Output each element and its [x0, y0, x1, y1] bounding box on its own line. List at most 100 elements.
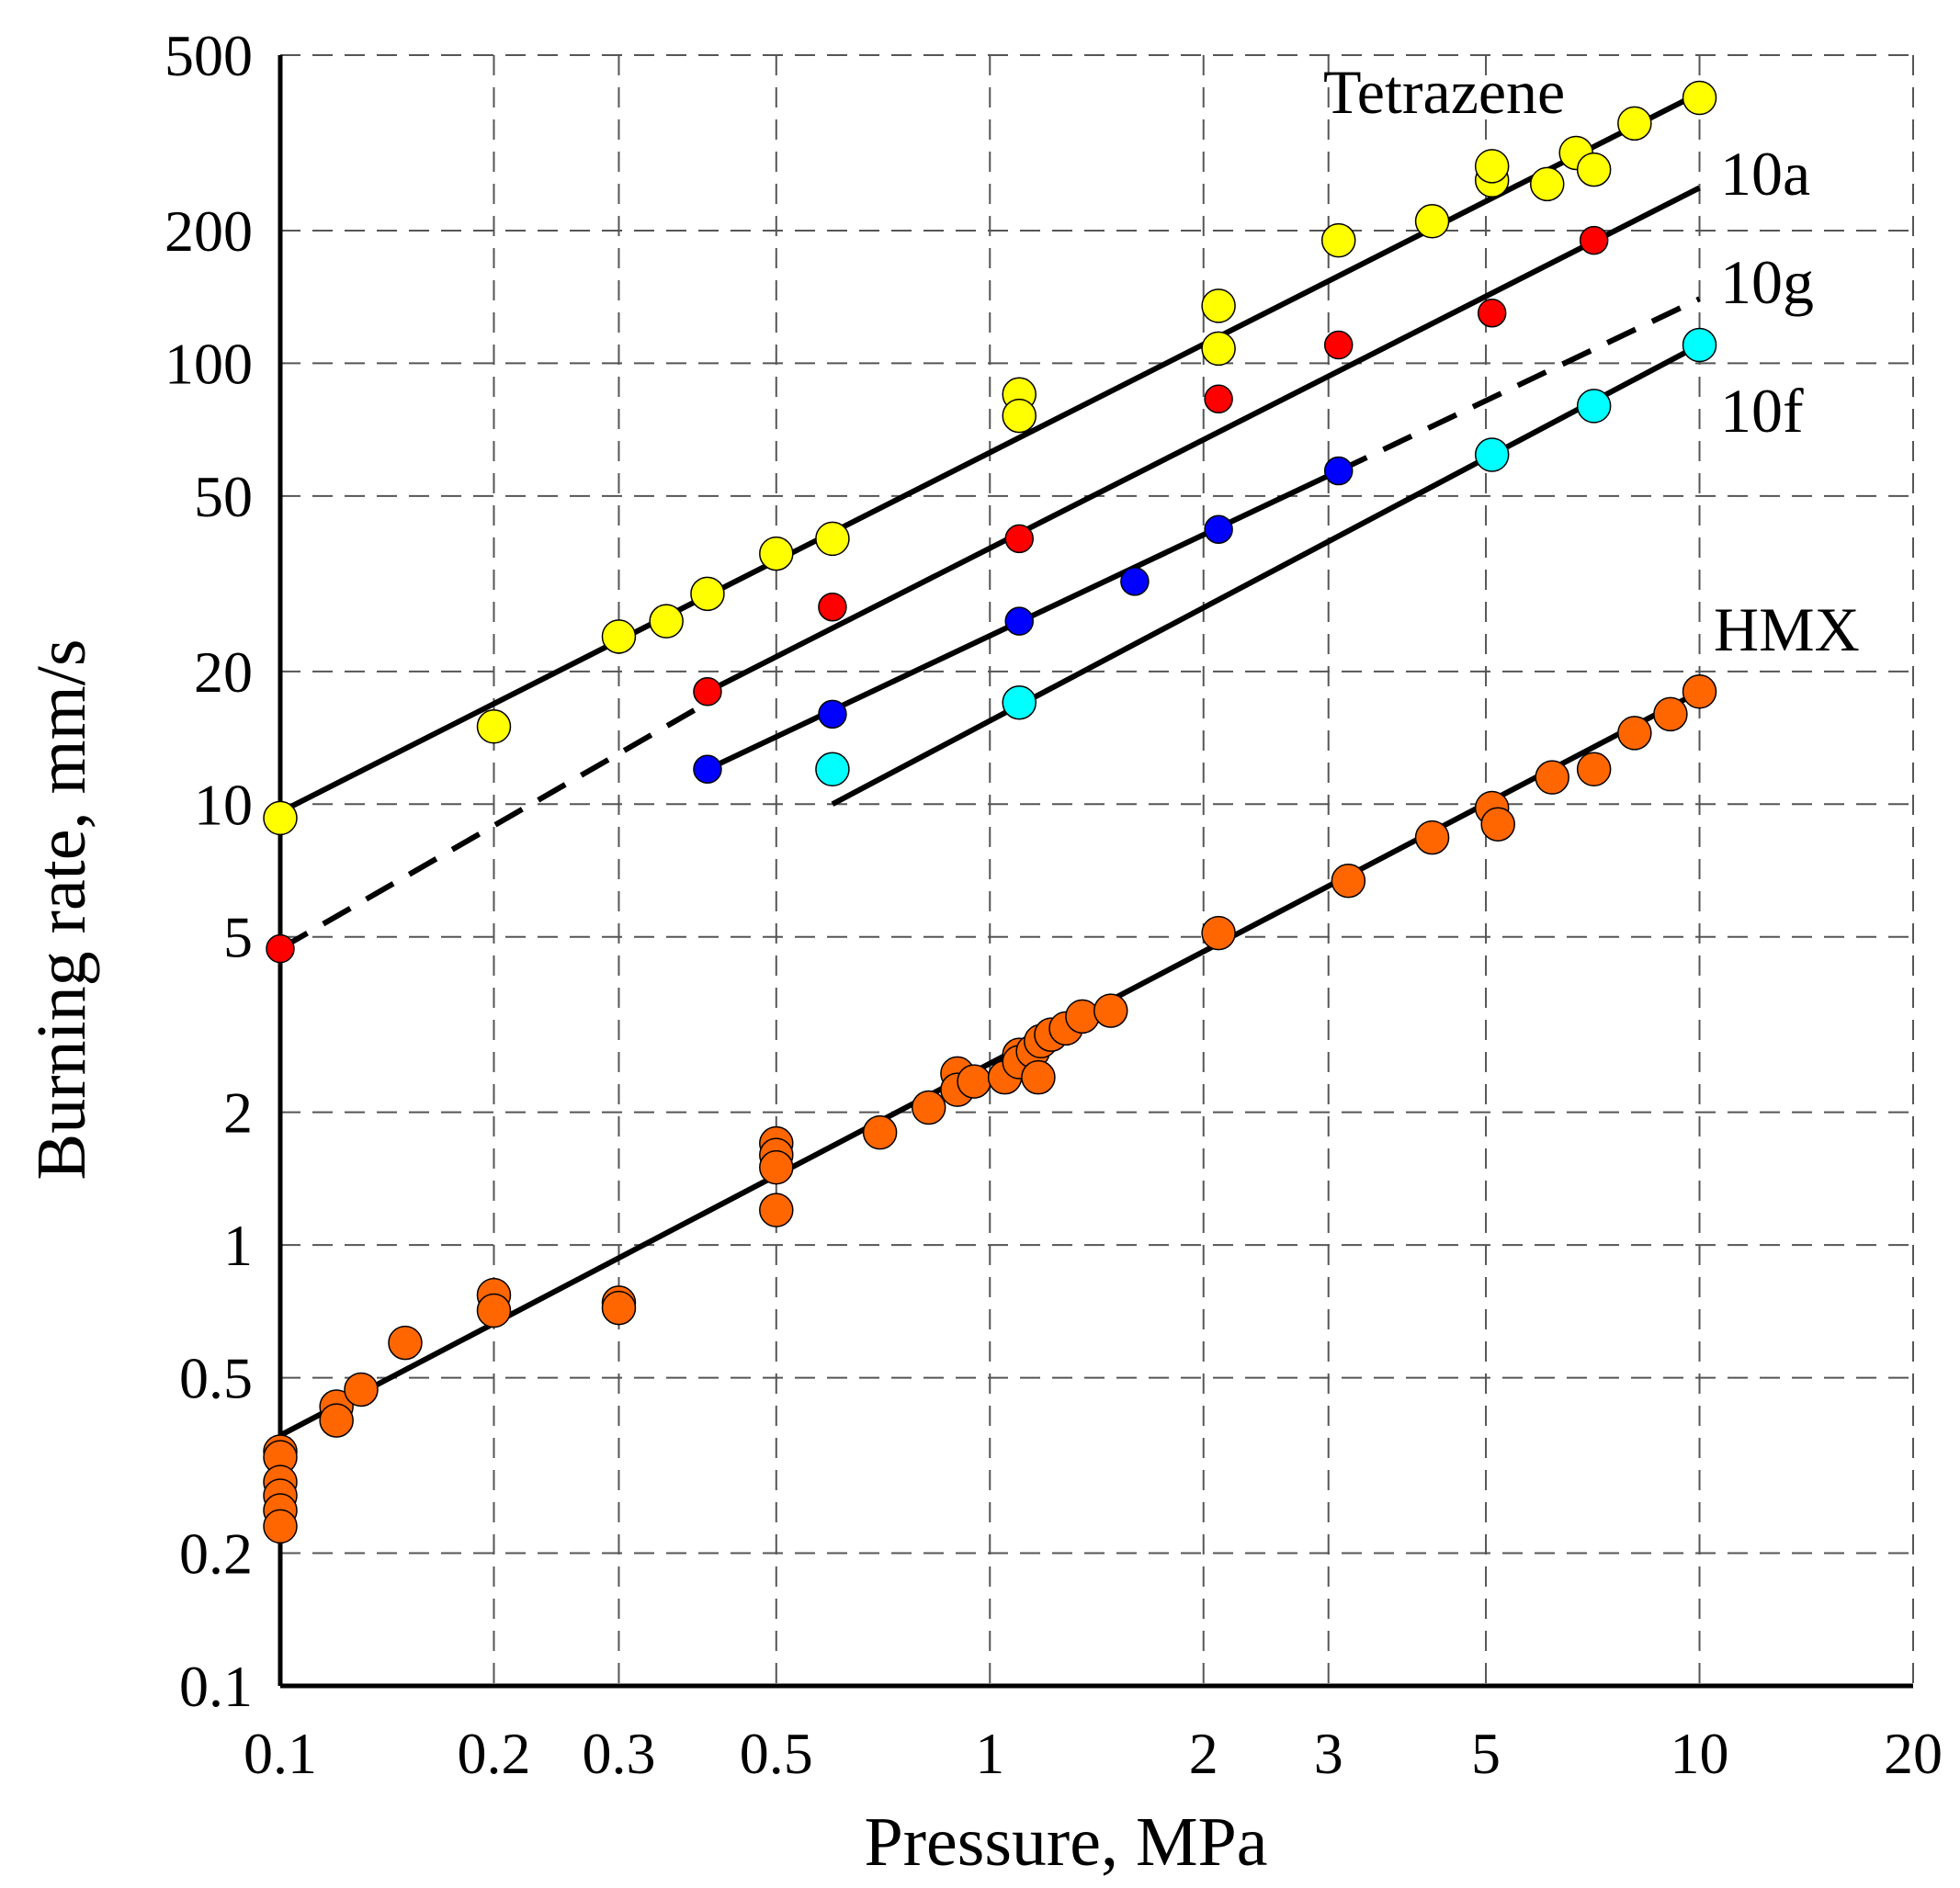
series-label-10f: 10f [1720, 376, 1804, 446]
data-point-10a [1323, 330, 1354, 360]
data-point-hmx [1065, 999, 1100, 1034]
data-point-tetrazene [1320, 222, 1356, 258]
data-point-10f [815, 752, 850, 787]
x-tick-label: 20 [1884, 1721, 1943, 1786]
data-point-tetrazene [1002, 398, 1037, 434]
fit-line-10f [831, 342, 1701, 807]
fit-line-10a [278, 700, 709, 952]
data-point-hmx [1682, 674, 1717, 709]
y-tick-label: 20 [194, 639, 253, 705]
data-point-10g [1004, 606, 1034, 636]
data-point-hmx [957, 1064, 991, 1099]
data-point-tetrazene [1529, 166, 1565, 202]
data-point-hmx [1480, 807, 1515, 842]
data-point-hmx [1021, 1059, 1056, 1095]
data-point-tetrazene [1682, 80, 1717, 116]
series-label-10g: 10g [1720, 247, 1814, 317]
data-point-10a [266, 933, 295, 964]
data-point-tetrazene [1617, 106, 1652, 141]
data-point-hmx [476, 1293, 512, 1328]
x-tick-label: 3 [1314, 1721, 1343, 1786]
data-point-10a [693, 677, 722, 707]
data-point-hmx [344, 1372, 379, 1408]
series-labels: Tetrazene 10a 10g 10f HMX [1323, 57, 1860, 664]
y-axis-title: Burning rate, mm/s [23, 639, 100, 1181]
data-point-tetrazene [1201, 331, 1236, 367]
axes [278, 55, 1913, 1689]
data-point-hmx [388, 1325, 423, 1361]
data-point-10a [818, 592, 847, 622]
y-tick-label: 1 [223, 1213, 253, 1278]
data-point-hmx [319, 1403, 354, 1438]
data-point-10a [1204, 384, 1233, 413]
y-tick-label: 2 [223, 1080, 253, 1146]
data-point-10f [1576, 389, 1612, 424]
y-tick-label: 100 [164, 331, 253, 396]
fit-line-10g [1337, 296, 1701, 474]
data-point-tetrazene [759, 536, 794, 571]
fit-line-hmx [278, 689, 1701, 1438]
series-label-10a: 10a [1720, 139, 1810, 209]
x-axis-title: Pressure, MPa [864, 1803, 1267, 1881]
y-tick-label: 10 [194, 772, 253, 837]
data-point-tetrazene [263, 800, 298, 836]
data-point-hmx [1653, 696, 1688, 732]
data-point-10g [1120, 567, 1150, 596]
data-point-hmx [759, 1149, 794, 1185]
data-point-hmx [1201, 915, 1236, 951]
data-point-10a [1477, 298, 1507, 328]
fit-line-10a [706, 185, 1701, 695]
data-point-tetrazene [649, 604, 684, 639]
x-tick-label: 0.1 [244, 1721, 317, 1786]
x-tick-label: 2 [1189, 1721, 1218, 1786]
x-tick-label: 5 [1471, 1721, 1501, 1786]
data-point-10g [1323, 456, 1354, 486]
data-point-tetrazene [1474, 149, 1510, 184]
data-point-hmx [1535, 760, 1569, 795]
data-points [263, 80, 1717, 1544]
data-point-tetrazene [1414, 204, 1450, 239]
data-point-10f [1474, 437, 1510, 472]
y-tick-label: 5 [223, 905, 253, 970]
data-point-10g [693, 754, 722, 785]
data-point-tetrazene [601, 619, 637, 654]
x-tick-label: 10 [1671, 1721, 1729, 1786]
data-point-hmx [263, 1509, 298, 1544]
data-point-tetrazene [815, 521, 850, 557]
data-point-hmx [1576, 752, 1612, 787]
data-point-tetrazene [690, 576, 725, 612]
y-tick-label: 200 [164, 198, 253, 264]
data-point-hmx [862, 1114, 898, 1150]
data-point-hmx [1331, 863, 1366, 899]
data-point-10g [1204, 514, 1233, 544]
x-tick-label: 1 [975, 1721, 1004, 1786]
data-point-hmx [1414, 820, 1450, 855]
grid-lines [280, 54, 1914, 1686]
data-point-10a [1004, 524, 1034, 554]
data-point-10f [1682, 327, 1717, 363]
data-point-hmx [759, 1193, 794, 1227]
y-tick-label: 0.5 [179, 1346, 253, 1411]
y-tick-label: 50 [194, 464, 253, 529]
x-tick-label: 0.2 [457, 1721, 530, 1786]
data-point-hmx [1617, 716, 1652, 751]
y-tick-label: 0.2 [179, 1521, 253, 1587]
y-tick-labels: 0.1 0.2 0.5 1 2 5 10 20 50 100 200 500 [164, 23, 253, 1719]
y-tick-label: 500 [164, 23, 253, 88]
data-point-hmx [1093, 993, 1128, 1028]
series-label-hmx: HMX [1714, 594, 1860, 664]
data-point-hmx [911, 1090, 946, 1125]
series-label-tetrazene: Tetrazene [1323, 57, 1565, 127]
data-point-hmx [601, 1290, 637, 1326]
fit-line-tetrazene [278, 90, 1701, 815]
data-point-tetrazene [476, 709, 512, 744]
data-point-10a [1579, 225, 1609, 255]
x-tick-label: 0.3 [582, 1721, 655, 1786]
data-point-10f [1002, 684, 1037, 720]
x-tick-label: 0.5 [740, 1721, 813, 1786]
data-point-10g [818, 699, 847, 729]
x-tick-labels: 0.1 0.2 0.3 0.5 1 2 3 5 10 20 [244, 1721, 1943, 1786]
data-point-tetrazene [1576, 152, 1612, 187]
y-tick-label: 0.1 [179, 1654, 253, 1719]
